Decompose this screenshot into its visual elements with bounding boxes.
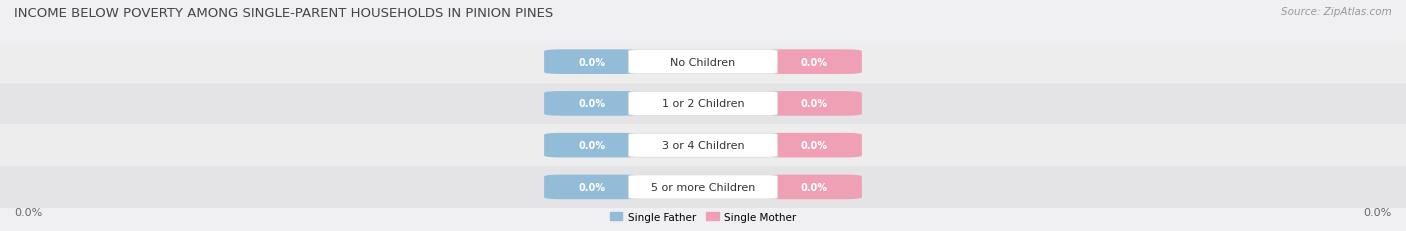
Text: 0.0%: 0.0%: [800, 57, 828, 67]
FancyBboxPatch shape: [0, 125, 1406, 166]
FancyBboxPatch shape: [544, 175, 640, 199]
FancyBboxPatch shape: [628, 175, 778, 199]
Text: 0.0%: 0.0%: [1364, 207, 1392, 218]
FancyBboxPatch shape: [628, 50, 778, 74]
FancyBboxPatch shape: [766, 92, 862, 116]
FancyBboxPatch shape: [0, 42, 1406, 83]
Text: 0.0%: 0.0%: [578, 140, 606, 151]
FancyBboxPatch shape: [544, 92, 640, 116]
FancyBboxPatch shape: [544, 133, 640, 158]
FancyBboxPatch shape: [766, 175, 862, 199]
Text: 5 or more Children: 5 or more Children: [651, 182, 755, 192]
Text: 0.0%: 0.0%: [14, 207, 42, 218]
Text: 0.0%: 0.0%: [800, 140, 828, 151]
FancyBboxPatch shape: [0, 83, 1406, 125]
FancyBboxPatch shape: [544, 50, 640, 75]
Text: 0.0%: 0.0%: [800, 99, 828, 109]
FancyBboxPatch shape: [766, 50, 862, 75]
Text: Source: ZipAtlas.com: Source: ZipAtlas.com: [1281, 7, 1392, 17]
Text: 0.0%: 0.0%: [578, 182, 606, 192]
Text: 1 or 2 Children: 1 or 2 Children: [662, 99, 744, 109]
Text: No Children: No Children: [671, 57, 735, 67]
Text: 3 or 4 Children: 3 or 4 Children: [662, 140, 744, 151]
FancyBboxPatch shape: [0, 166, 1406, 208]
Legend: Single Father, Single Mother: Single Father, Single Mother: [606, 208, 800, 226]
FancyBboxPatch shape: [766, 133, 862, 158]
FancyBboxPatch shape: [628, 92, 778, 116]
Text: INCOME BELOW POVERTY AMONG SINGLE-PARENT HOUSEHOLDS IN PINION PINES: INCOME BELOW POVERTY AMONG SINGLE-PARENT…: [14, 7, 554, 20]
Text: 0.0%: 0.0%: [578, 99, 606, 109]
FancyBboxPatch shape: [628, 134, 778, 158]
Text: 0.0%: 0.0%: [800, 182, 828, 192]
Text: 0.0%: 0.0%: [578, 57, 606, 67]
